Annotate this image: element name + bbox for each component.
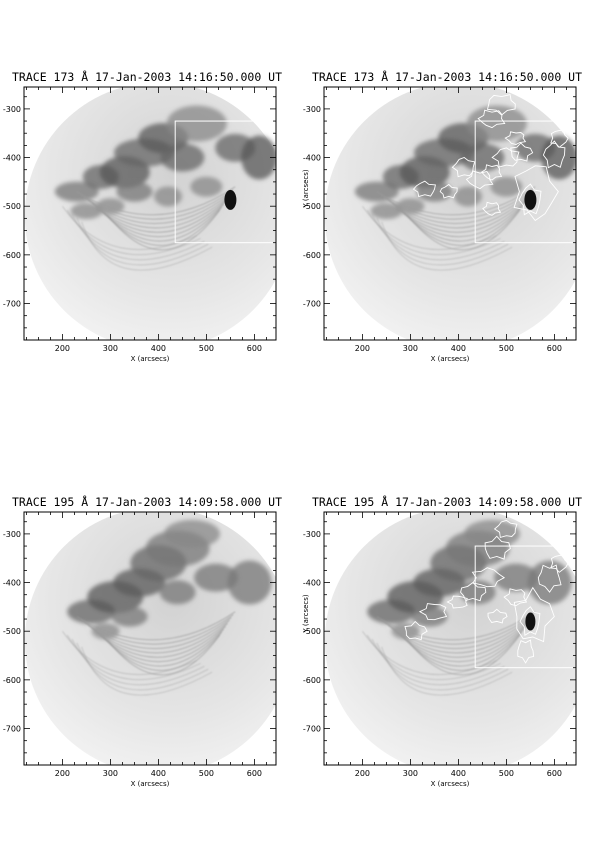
y-tick-label: -700 <box>3 725 21 734</box>
x-tick-label: 500 <box>499 769 514 778</box>
y-tick-label: -400 <box>3 154 21 163</box>
x-tick-label: 400 <box>151 344 166 353</box>
region-box <box>474 545 576 669</box>
contour-overlay <box>412 94 569 222</box>
x-axis-label: X (arcsecs) <box>431 780 470 788</box>
y-tick-label: -600 <box>303 676 321 685</box>
y-tick-label: -300 <box>3 530 21 539</box>
x-tick-label: 200 <box>55 344 70 353</box>
panel-title: TRACE 195 Å 17-Jan-2003 14:09:58.000 UT <box>12 495 283 509</box>
plot-frame <box>323 86 577 341</box>
solar-image-plot: 200 300 400 500 600 -300 -400 -500 -600 -700 X (ar… <box>302 511 577 788</box>
x-tick-label: 400 <box>451 344 466 353</box>
x-tick-label: 600 <box>247 344 262 353</box>
y-tick-label: -300 <box>3 105 21 114</box>
y-tick-label: -700 <box>3 300 21 309</box>
solar-image <box>24 512 276 765</box>
y-axis-label: Y (arcsecs) <box>302 169 310 209</box>
solar-image-plot: 200 300 400 500 600 -300 -400 -500 -600 -700 X (ar… <box>3 511 277 788</box>
x-tick-label: 500 <box>199 344 214 353</box>
x-tick-label: 300 <box>403 344 418 353</box>
x-tick-label: 400 <box>151 769 166 778</box>
solar-image <box>24 87 276 340</box>
y-tick-label: -600 <box>3 251 21 260</box>
solar-image-plot: 200 300 400 500 600 -300 -400 -500 -600 -700 X (ar… <box>3 86 277 363</box>
solar-image <box>324 512 576 765</box>
plot-frame <box>23 86 277 341</box>
y-tick-label: -300 <box>303 105 321 114</box>
y-tick-label: -700 <box>303 300 321 309</box>
panel-title: TRACE 173 Å 17-Jan-2003 14:16:50.000 UT <box>12 70 283 84</box>
x-tick-label: 500 <box>199 769 214 778</box>
x-tick-label: 600 <box>547 769 562 778</box>
solar-image <box>324 87 576 340</box>
region-box <box>174 120 276 244</box>
y-tick-label: -500 <box>303 627 321 636</box>
x-tick-label: 600 <box>547 344 562 353</box>
x-tick-label: 300 <box>103 769 118 778</box>
x-tick-label: 200 <box>55 769 70 778</box>
y-tick-label: -700 <box>303 725 321 734</box>
x-tick-label: 400 <box>451 769 466 778</box>
plot-frame <box>23 511 277 766</box>
y-tick-label: -600 <box>3 676 21 685</box>
panel-title: TRACE 195 Å 17-Jan-2003 14:09:58.000 UT <box>312 495 583 509</box>
y-tick-label: -300 <box>303 530 321 539</box>
x-tick-label: 600 <box>247 769 262 778</box>
x-tick-label: 300 <box>103 344 118 353</box>
y-tick-label: -500 <box>3 202 21 211</box>
y-tick-label: -400 <box>303 579 321 588</box>
plot-frame <box>323 511 577 766</box>
y-tick-label: -500 <box>303 202 321 211</box>
x-axis-label: X (arcsecs) <box>131 355 170 363</box>
x-axis-label: X (arcsecs) <box>131 780 170 788</box>
panel-title: TRACE 173 Å 17-Jan-2003 14:16:50.000 UT <box>312 70 583 84</box>
solar-image-plot: 200 300 400 500 600 -300 -400 -500 -600 -700 X (ar… <box>302 86 577 363</box>
y-tick-label: -400 <box>303 154 321 163</box>
x-axis-label: X (arcsecs) <box>431 355 470 363</box>
contour-overlay <box>404 519 569 664</box>
x-tick-label: 500 <box>499 344 514 353</box>
x-tick-label: 200 <box>355 344 370 353</box>
y-axis-label: Y (arcsecs) <box>302 594 310 634</box>
x-tick-label: 200 <box>355 769 370 778</box>
y-tick-label: -400 <box>3 579 21 588</box>
x-tick-label: 300 <box>403 769 418 778</box>
region-box <box>474 120 576 244</box>
y-tick-label: -500 <box>3 627 21 636</box>
y-tick-label: -600 <box>303 251 321 260</box>
